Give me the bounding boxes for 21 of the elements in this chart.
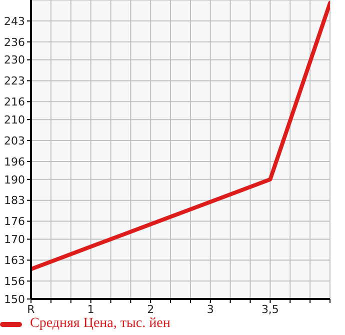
- y-tick-label: 196: [4, 155, 25, 168]
- x-tick-label: 1: [87, 302, 94, 316]
- x-tick-label: 3,5: [261, 302, 279, 316]
- y-tick-label: 163: [4, 254, 25, 268]
- y-tick-label: 183: [4, 194, 25, 208]
- y-tick-label: 230: [4, 54, 25, 67]
- y-tick-label: 216: [4, 96, 25, 109]
- y-tick-label: 223: [4, 74, 25, 88]
- x-tick-label: 2: [147, 302, 154, 316]
- y-tick-label: 170: [4, 233, 25, 246]
- y-tick-label: 150: [4, 292, 25, 306]
- legend-label: Средняя Цена, тыс. йен: [30, 316, 170, 332]
- y-tick-label: 210: [4, 114, 25, 127]
- y-tick-label: 190: [4, 173, 25, 186]
- y-tick-label: 156: [4, 274, 25, 288]
- x-tick-label: 3: [206, 302, 214, 316]
- y-tick-label: 176: [4, 215, 25, 228]
- y-tick-label: 203: [4, 134, 25, 148]
- x-tick-label: R: [27, 302, 36, 316]
- y-tick-label: 236: [4, 36, 25, 49]
- y-tick-label: 243: [4, 14, 25, 28]
